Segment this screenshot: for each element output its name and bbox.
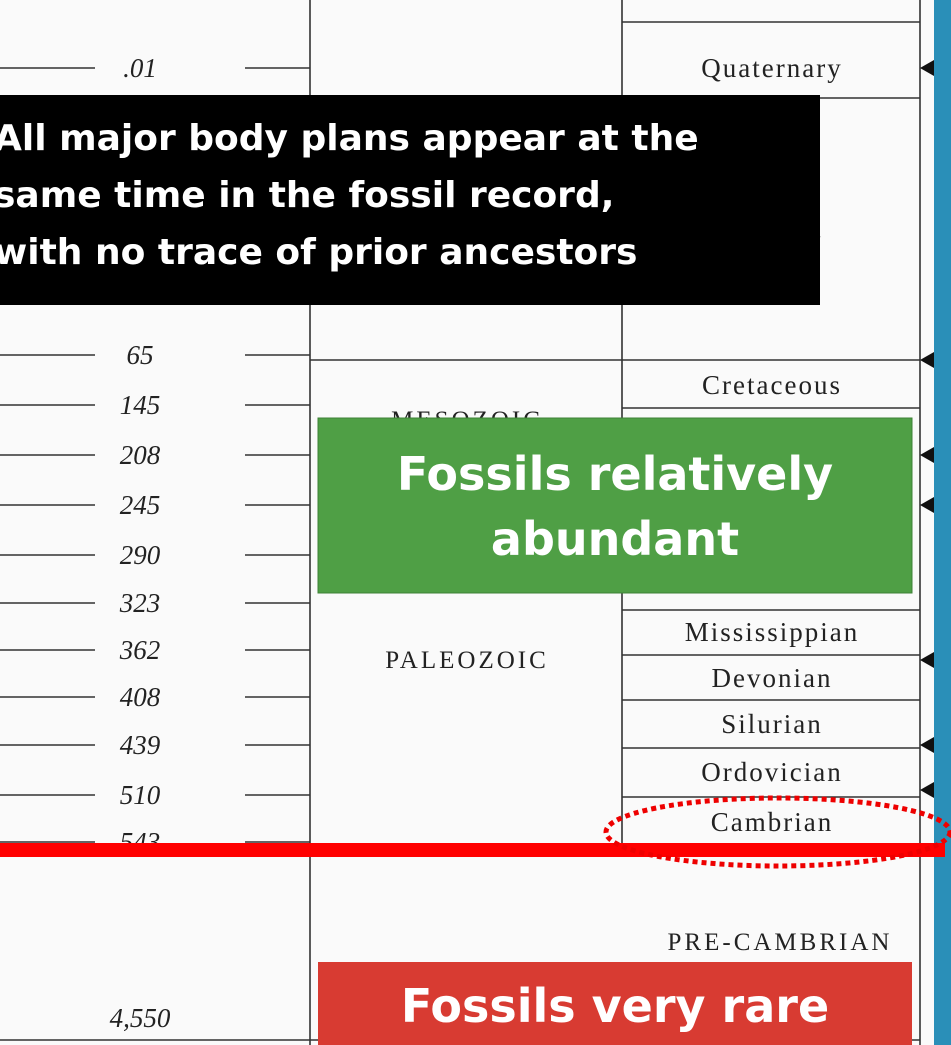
age-label: 323 bbox=[119, 588, 161, 618]
age-label: 510 bbox=[120, 780, 161, 810]
side-strip bbox=[934, 0, 951, 1045]
period-label: Quaternary bbox=[701, 53, 842, 83]
slide: .0156.6651452082452903233624084395105434… bbox=[0, 0, 951, 1045]
era-label: PRE-CAMBRIAN bbox=[668, 929, 893, 956]
period-label: Mississippian bbox=[685, 617, 860, 647]
period-label: Cambrian bbox=[711, 807, 833, 837]
period-label: Cretaceous bbox=[702, 370, 842, 400]
callout-text: Fossils relatively bbox=[397, 447, 833, 501]
callout-text: abundant bbox=[491, 512, 739, 566]
age-label: 362 bbox=[119, 635, 161, 665]
callout-box bbox=[318, 418, 912, 593]
age-label: 439 bbox=[120, 730, 161, 760]
period-label: Ordovician bbox=[701, 757, 842, 787]
period-label: Silurian bbox=[721, 709, 823, 739]
callout-text: Fossils very rare bbox=[401, 979, 829, 1033]
callout-text: with no trace of prior ancestors bbox=[0, 232, 637, 273]
callout-text: All major body plans appear at the bbox=[0, 118, 699, 159]
age-label: 4,550 bbox=[110, 1003, 171, 1033]
age-label: 408 bbox=[120, 682, 161, 712]
era-label: PALEOZOIC bbox=[385, 647, 549, 674]
callout-text: same time in the fossil record, bbox=[0, 175, 614, 216]
age-label: 290 bbox=[120, 540, 161, 570]
age-label: 65 bbox=[127, 340, 154, 370]
age-label: 208 bbox=[120, 440, 161, 470]
age-label: 245 bbox=[120, 490, 161, 520]
period-label: Devonian bbox=[712, 663, 833, 693]
age-label: .01 bbox=[123, 53, 157, 83]
age-label: 145 bbox=[120, 390, 161, 420]
